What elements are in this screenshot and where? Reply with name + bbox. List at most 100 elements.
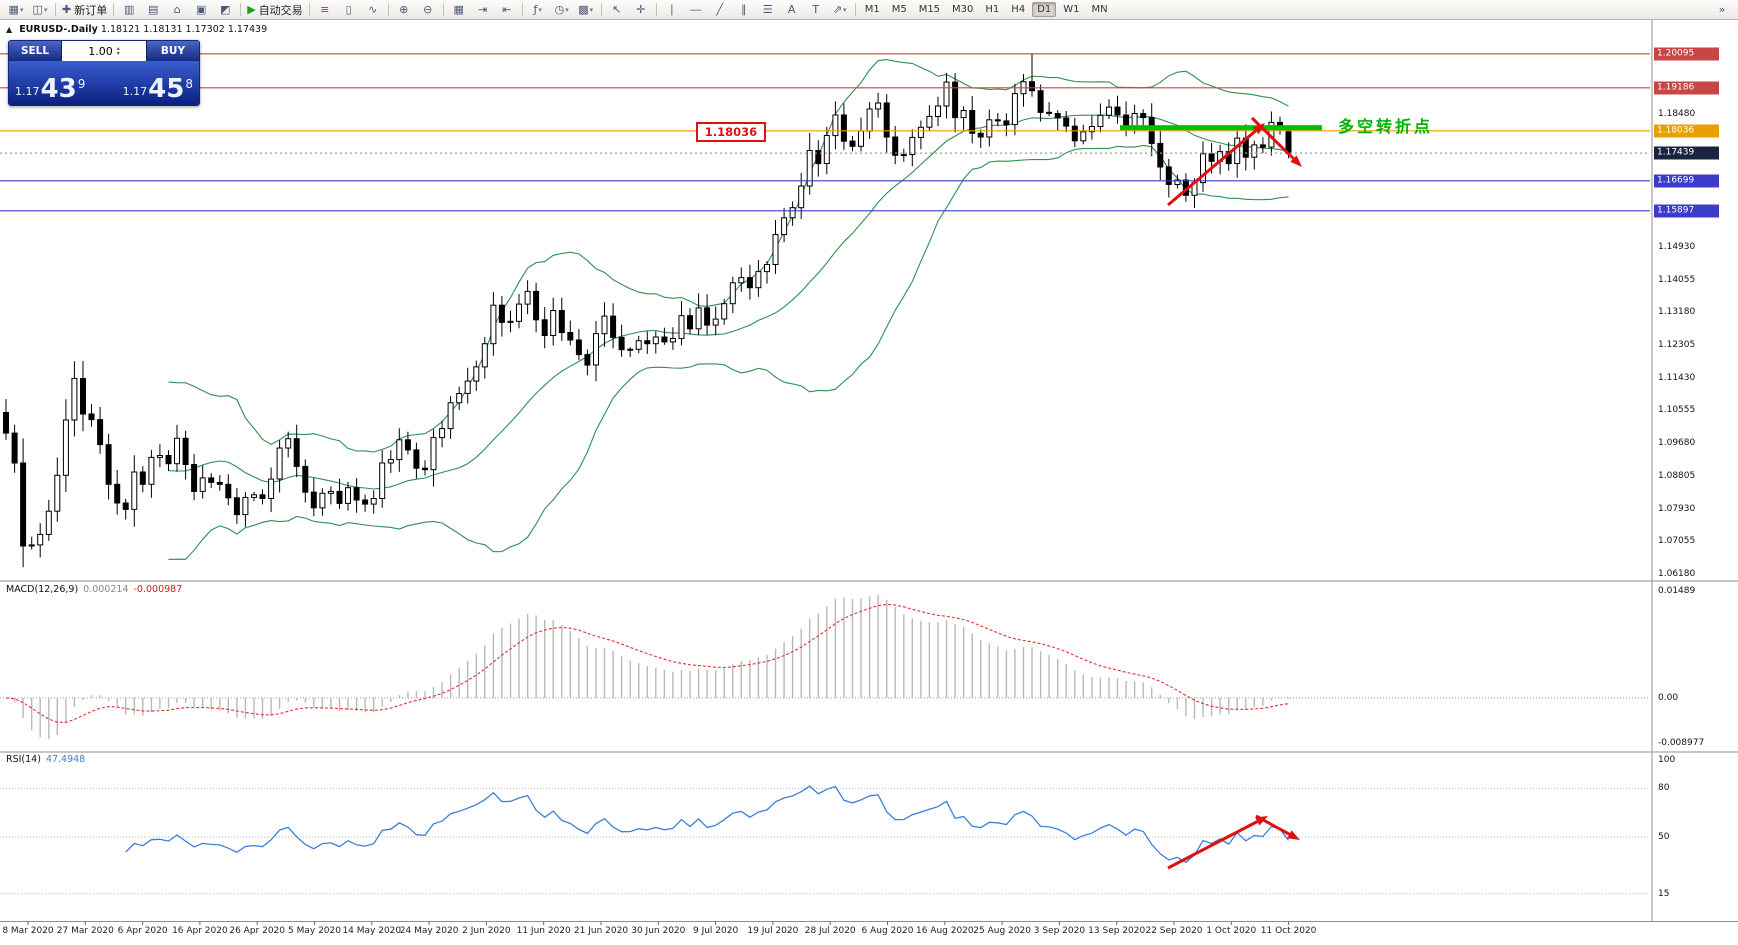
toolbar-overflow-icon[interactable]: » [1718,3,1726,16]
new-order-button[interactable]: ✚ 新订单 [59,1,110,19]
timeframe-m30[interactable]: M30 [952,4,974,15]
autotrading-button[interactable]: ▶ 自动交易 [244,1,305,19]
line-chart-icon[interactable]: ∿ [361,1,385,19]
horizontal-line-icon[interactable]: ― [684,1,708,19]
date-label: 2 Jun 2020 [462,926,511,936]
toolbar-separator [308,3,310,16]
price-axis-label: 1.12305 [1658,340,1696,351]
bar-chart-icon: ≡ [320,3,330,16]
crosshair-icon[interactable]: ✛ [629,1,653,19]
price-axis-label: 1.10555 [1658,405,1696,416]
date-label: 27 Mar 2020 [56,926,114,936]
text-label-icon: T [812,3,820,16]
toolbar-separator [387,3,389,16]
price-axis-label: 1.07055 [1658,536,1696,547]
buy-button[interactable]: BUY [146,41,199,61]
equidistant-channel-icon[interactable]: ∥ [732,1,756,19]
macd-axis-label: 0.00 [1658,692,1679,703]
rsi-axis-label: 50 [1658,832,1670,842]
text-icon[interactable]: A [780,1,804,19]
ohlc-values: 1.18121 1.18131 1.17302 1.17439 [100,24,268,35]
toolbar-separator [854,3,856,16]
vertical-line-icon[interactable]: ∣ [660,1,684,19]
toolbar-separator [655,3,657,16]
fibonacci-icon[interactable]: ☰ [756,1,780,19]
price-tag: 1.20095 [1654,47,1719,61]
buy-price[interactable]: 1.17 45 8 [122,74,193,104]
date-label: 1 Oct 2020 [1206,926,1257,936]
chevron-down-icon: ▾ [565,5,569,14]
toolbar-separator [240,3,242,16]
price-axis-label: 1.08805 [1658,470,1696,481]
lot-size-input[interactable]: 1.00 ▴ ▾ [62,41,146,61]
rsi-axis-label: 80 [1658,783,1670,794]
candlestick-chart-icon[interactable]: ▯ [337,1,361,19]
date-label: 9 Jul 2020 [692,926,739,936]
chevron-down-icon: ▾ [843,5,847,14]
strategy-tester-icon[interactable]: ◩ [213,1,237,19]
sell-price[interactable]: 1.17 43 9 [15,74,86,104]
one-click-collapse-icon[interactable]: ▲ [6,25,13,34]
timeframe-h1[interactable]: H1 [985,4,1000,15]
date-label: 5 May 2020 [288,926,341,936]
date-label: 16 Aug 2020 [915,926,974,936]
terminal-icon[interactable]: ▣ [189,1,213,19]
tile-windows-icon[interactable]: ▦ [447,1,471,19]
zoom-out-icon[interactable]: ⊖ [416,1,440,19]
text-label-icon[interactable]: T [804,1,828,19]
periods-icon: ◷ [554,3,565,16]
rsi-axis-label: 15 [1658,888,1670,899]
date-label: 24 May 2020 [399,926,459,936]
date-label: 13 Sep 2020 [1088,926,1146,936]
vertical-line-icon: ∣ [668,3,675,16]
profiles-icon[interactable]: ◫ ▾ [28,1,52,19]
rsi-label: RSI(14) 47.4948 [6,754,86,765]
trendline-icon[interactable]: ╱ [708,1,732,19]
date-label: 8 Mar 2020 [2,926,54,936]
lot-size-value: 1.00 [88,44,113,58]
timeframe-m1[interactable]: M1 [864,4,880,15]
macd-label: MACD(12,26,9) 0.000214 -0.000987 [6,584,183,595]
terminal-icon: ▣ [196,3,207,16]
timeframe-m15[interactable]: M15 [918,4,941,15]
data-window-icon[interactable]: ▤ [141,1,165,19]
market-watch-icon[interactable]: ▥ [117,1,141,19]
lot-decrease-button[interactable]: ▾ [116,50,120,57]
sell-button[interactable]: SELL [9,41,62,61]
navigator-icon[interactable]: ⌂ [165,1,189,19]
zoom-in-icon: ⊕ [399,3,409,16]
market-watch-icon: ▥ [124,3,135,16]
price-tag: 1.19186 [1654,81,1719,95]
price-tag: 1.18036 [1654,124,1719,138]
text-icon: A [787,3,796,16]
timeframe-m5[interactable]: M5 [891,4,907,15]
toolbar-separator [442,3,444,16]
periods-icon[interactable]: ◷ ▾ [550,1,574,19]
timeframe-d1[interactable]: D1 [1032,2,1057,17]
equidistant-channel-icon: ∥ [740,3,747,16]
date-label: 30 Jun 2020 [631,926,686,936]
bar-chart-icon[interactable]: ≡ [313,1,337,19]
lot-increase-button[interactable]: ▴ [116,45,120,52]
auto-scroll-icon[interactable]: ⇥ [471,1,495,19]
arrows-icon[interactable]: ⇗ ▾ [828,1,852,19]
rsi-axis-label: 100 [1658,755,1676,765]
date-label: 3 Sep 2020 [1033,926,1086,936]
chart-shift-icon[interactable]: ⇤ [495,1,519,19]
templates-icon[interactable]: ▩ ▾ [574,1,598,19]
cursor-icon[interactable]: ↖ [605,1,629,19]
date-label: 25 Aug 2020 [973,926,1031,936]
symbol-label: EURUSD-.Daily [19,24,98,35]
navigator-icon: ⌂ [173,3,181,16]
charts-window-icon[interactable]: ▦ ▾ [4,1,28,19]
arrows-icon: ⇗ [832,3,843,16]
timeframe-w1[interactable]: W1 [1063,4,1080,15]
price-axis-label: 1.07930 [1658,503,1696,514]
zoom-in-icon[interactable]: ⊕ [392,1,416,19]
date-label: 16 Apr 2020 [172,926,228,936]
timeframe-mn[interactable]: MN [1091,4,1108,15]
indicators-icon[interactable]: ƒ ▾ [526,1,550,19]
timeframe-h4[interactable]: H4 [1011,4,1026,15]
toolbar: ▦ ▾ ◫ ▾ ✚ 新订单 ▥ ▤ ⌂ ▣ ◩ ▶ 自动交易 ≡ ▯ ∿ ⊕ ⊖ ▦ ⇥ ⇤ ƒ ▾ ◷ ▾ ▩ ▾ ↖ ✛ ∣ ― ╱ ∥ ☰ A… [0,0,1738,20]
